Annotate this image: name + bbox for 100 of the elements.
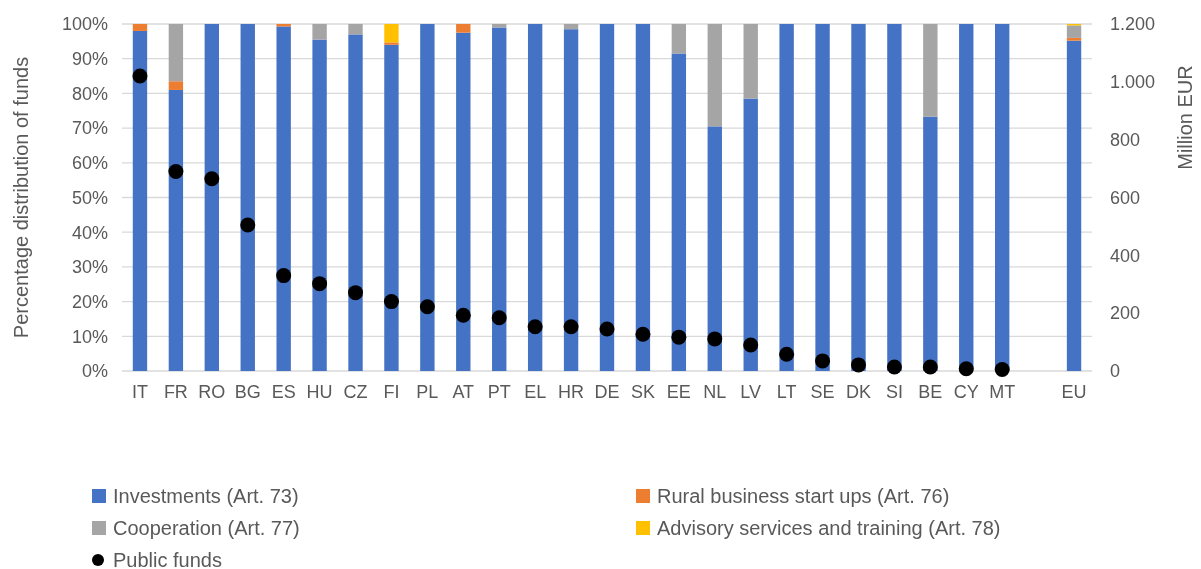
x-tick-label: DE xyxy=(594,382,620,402)
bar xyxy=(240,24,255,371)
x-tick-label: AT xyxy=(452,382,475,402)
bar xyxy=(923,116,938,371)
point xyxy=(312,276,328,292)
point xyxy=(168,163,184,179)
bar xyxy=(563,29,579,371)
bar xyxy=(384,42,399,45)
bar xyxy=(779,24,794,371)
y-axis-title: Percentage distribution of funds xyxy=(10,56,32,339)
x-tick-label: SE xyxy=(810,382,835,402)
bar xyxy=(348,24,363,35)
point xyxy=(527,319,543,335)
bar xyxy=(743,24,758,99)
y-tick-label: 20% xyxy=(71,291,108,312)
x-tick-label: CY xyxy=(953,382,979,402)
bar xyxy=(348,34,363,371)
x-tick-label: ES xyxy=(271,382,296,402)
point xyxy=(455,307,471,323)
x-tick-label: PL xyxy=(416,382,439,402)
bar xyxy=(599,24,615,371)
x-tick-label: MT xyxy=(989,382,1016,402)
bar xyxy=(132,24,148,31)
x-tick-label: PT xyxy=(487,382,511,402)
bar xyxy=(1066,40,1082,371)
point xyxy=(419,299,435,315)
legend-label: Advisory services and training (Art. 78) xyxy=(657,517,1001,539)
bar xyxy=(1066,37,1082,41)
bar xyxy=(276,26,291,371)
x-tick-label: BG xyxy=(234,382,261,402)
point xyxy=(671,329,687,345)
y2-axis-title: Million EUR xyxy=(1174,65,1196,170)
x-tick-label: SI xyxy=(885,382,903,402)
bar xyxy=(1066,25,1082,38)
bar xyxy=(707,24,722,127)
bar xyxy=(671,53,687,371)
point xyxy=(779,346,795,362)
legend-label: Investments (Art. 73) xyxy=(113,485,299,507)
bar xyxy=(456,32,471,371)
bar xyxy=(384,44,399,371)
y2-tick-label: 400 xyxy=(1110,245,1141,266)
point xyxy=(276,268,292,284)
y-tick-label: 80% xyxy=(71,83,108,104)
y-tick-label: 70% xyxy=(71,118,108,139)
y-tick-label: 50% xyxy=(71,187,108,208)
x-tick-label: HU xyxy=(306,382,333,402)
point xyxy=(994,362,1010,378)
x-tick-label: FR xyxy=(163,382,188,402)
bar xyxy=(815,24,830,371)
point xyxy=(958,361,974,377)
y-tick-label: 100% xyxy=(61,14,108,35)
bar xyxy=(923,24,938,117)
point xyxy=(599,321,615,337)
x-tick-label: CZ xyxy=(343,382,368,402)
point xyxy=(815,353,831,369)
bar xyxy=(420,24,435,371)
bar xyxy=(312,24,327,40)
bar xyxy=(743,98,758,371)
bar xyxy=(671,24,687,54)
bar xyxy=(384,24,399,43)
bar xyxy=(132,30,148,371)
point xyxy=(132,68,148,84)
x-tick-label: BE xyxy=(918,382,943,402)
x-tick-label: EE xyxy=(666,382,691,402)
x-tick-label: LT xyxy=(776,382,797,402)
x-tick-label: FI xyxy=(383,382,400,402)
x-tick-label: RO xyxy=(198,382,226,402)
bar xyxy=(887,24,902,371)
bar xyxy=(456,24,471,33)
x-tick-label: EU xyxy=(1061,382,1087,402)
point xyxy=(743,337,759,353)
point xyxy=(707,331,723,347)
point xyxy=(240,217,256,233)
bar xyxy=(312,39,327,371)
point xyxy=(204,171,220,187)
y2-tick-label: 600 xyxy=(1110,187,1141,208)
y-tick-label: 90% xyxy=(71,49,108,69)
bar xyxy=(563,24,579,30)
bar xyxy=(527,24,543,371)
bar xyxy=(168,24,184,82)
y-tick-label: 60% xyxy=(71,153,108,174)
bar xyxy=(204,24,219,371)
y2-tick-label: 0 xyxy=(1110,361,1121,382)
point xyxy=(383,294,399,310)
y-tick-label: 10% xyxy=(71,326,108,347)
x-tick-label: NL xyxy=(703,382,727,402)
bar xyxy=(168,81,184,90)
point xyxy=(635,326,651,342)
point xyxy=(886,359,902,375)
y-tick-label: 30% xyxy=(71,257,108,278)
y2-tick-label: 1.200 xyxy=(1110,14,1156,35)
x-tick-label: SK xyxy=(630,382,655,402)
legend-label: Rural business start ups (Art. 76) xyxy=(657,485,950,507)
legend-label: Cooperation (Art. 77) xyxy=(113,517,300,539)
y-tick-label: 40% xyxy=(71,222,108,243)
x-tick-label: EL xyxy=(524,382,547,402)
x-tick-label: LV xyxy=(740,382,762,402)
point xyxy=(850,357,866,373)
point xyxy=(348,285,364,301)
bar xyxy=(168,89,184,371)
